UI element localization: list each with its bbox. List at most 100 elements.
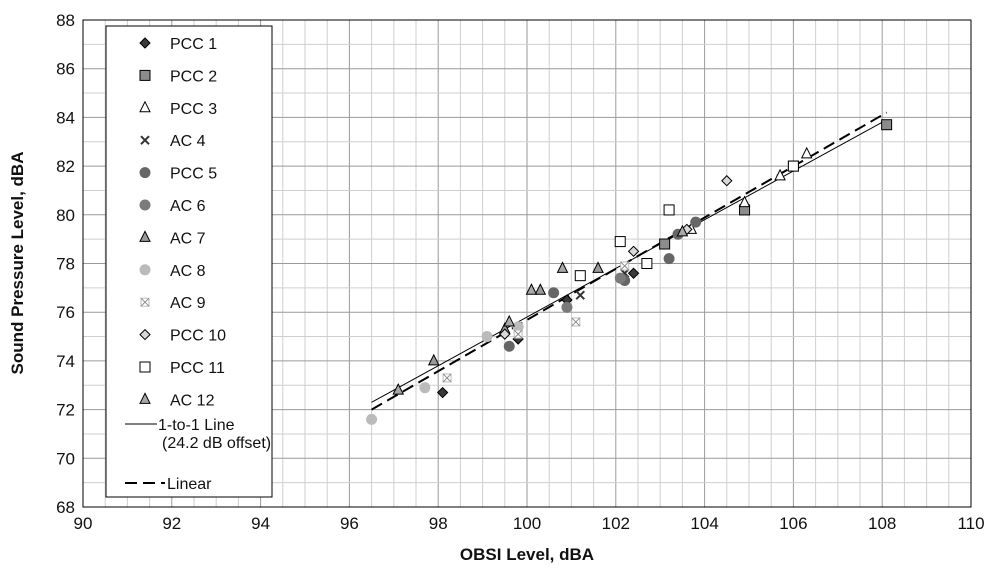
legend-label-one-to-one-offset: (24.2 dB offset) bbox=[162, 435, 271, 452]
data-point-ac-12 bbox=[392, 383, 405, 395]
x-tick-label: 96 bbox=[340, 514, 359, 533]
y-tick-label: 88 bbox=[56, 11, 75, 30]
data-points bbox=[366, 119, 893, 425]
x-tick-label: 94 bbox=[251, 514, 270, 533]
data-point-ac-7 bbox=[592, 261, 604, 273]
x-tick-label: 98 bbox=[429, 514, 448, 533]
legend-marker-ac-9 bbox=[140, 297, 150, 307]
x-axis-title: OBSI Level, dBA bbox=[460, 545, 594, 564]
legend-marker-ac-6 bbox=[139, 199, 151, 211]
data-point-pcc-11 bbox=[641, 258, 653, 269]
plot-area-border bbox=[82, 19, 972, 508]
data-point-pcc-11 bbox=[663, 204, 675, 216]
legend-label-pcc-1: PCC 1 bbox=[170, 36, 217, 53]
data-point-ac-9 bbox=[571, 317, 581, 327]
data-point-pcc-10 bbox=[721, 175, 733, 187]
data-point-ac-12 bbox=[503, 314, 516, 327]
data-point-ac-8 bbox=[366, 413, 378, 425]
legend-marker-ac-12 bbox=[139, 392, 151, 404]
y-tick-label: 84 bbox=[56, 108, 75, 127]
data-point-pcc-5 bbox=[663, 253, 675, 265]
data-point-ac-7 bbox=[427, 353, 440, 366]
legend-marker-ac-9-cross bbox=[140, 297, 150, 307]
legend-marker-ac-8 bbox=[139, 264, 151, 276]
legend-marker-pcc-5 bbox=[139, 167, 151, 179]
legend-label-linear: Linear bbox=[167, 476, 212, 493]
legend-label-pcc-5: PCC 5 bbox=[170, 166, 217, 183]
data-point-ac-9-cross bbox=[571, 317, 581, 327]
y-tick-label: 86 bbox=[56, 60, 75, 79]
legend-marker-pcc-11 bbox=[139, 361, 151, 373]
x-tick-label: 106 bbox=[779, 514, 807, 533]
legend-label-one-to-one-line: 1-to-1 Line bbox=[158, 417, 235, 434]
fit-lines bbox=[371, 111, 888, 411]
legend-label-ac-6: AC 6 bbox=[170, 198, 206, 215]
data-point-ac-9-cross bbox=[620, 261, 630, 271]
legend-marker-pcc-3 bbox=[139, 100, 151, 113]
legend-label-pcc-11: PCC 11 bbox=[170, 360, 225, 377]
data-point-pcc-3 bbox=[800, 146, 813, 159]
legend-label-pcc-10: PCC 10 bbox=[170, 328, 226, 345]
linear-fit-line bbox=[371, 111, 888, 411]
x-tick-label: 108 bbox=[868, 514, 896, 533]
y-tick-label: 72 bbox=[56, 401, 75, 420]
x-tick-label: 92 bbox=[162, 514, 181, 533]
legend-marker-ac-4 bbox=[140, 135, 150, 145]
x-tick-label: 100 bbox=[513, 514, 541, 533]
data-point-pcc-1 bbox=[627, 267, 640, 279]
data-point-pcc-1 bbox=[436, 386, 449, 399]
data-point-ac-9 bbox=[513, 329, 523, 339]
legend-label-ac-8: AC 8 bbox=[170, 263, 206, 280]
y-axis-tick-labels: 68 70 72 74 76 78 80 82 84 86 88 bbox=[56, 11, 75, 517]
data-point-ac-9-cross bbox=[442, 373, 452, 383]
data-point-pcc-11 bbox=[574, 270, 586, 282]
legend-label-ac-9: AC 9 bbox=[170, 295, 206, 312]
legend-marker-pcc-2 bbox=[139, 69, 151, 81]
y-tick-label: 68 bbox=[56, 498, 75, 517]
legend-marker-pcc-1 bbox=[139, 37, 151, 49]
data-point-ac-12 bbox=[556, 261, 569, 273]
data-point-ac-12 bbox=[676, 224, 689, 237]
data-point-pcc-5 bbox=[503, 340, 515, 352]
legend-box bbox=[105, 25, 273, 498]
data-point-ac-12 bbox=[525, 283, 538, 295]
data-point-ac-7 bbox=[534, 283, 547, 295]
x-axis-tick-labels: 90 92 94 96 98 100 102 104 106 108 110 bbox=[74, 514, 985, 533]
y-tick-label: 70 bbox=[56, 449, 75, 468]
legend-label-pcc-3: PCC 3 bbox=[170, 101, 217, 118]
data-point-ac-6 bbox=[614, 272, 626, 284]
data-point-pcc-10 bbox=[627, 245, 640, 258]
legend-label-pcc-2: PCC 2 bbox=[170, 68, 217, 85]
data-point-pcc-5 bbox=[548, 287, 560, 299]
data-point-ac-9-cross bbox=[513, 329, 523, 339]
data-point-pcc-2 bbox=[881, 119, 893, 131]
x-tick-label: 110 bbox=[957, 514, 984, 533]
y-tick-label: 78 bbox=[56, 255, 75, 274]
x-tick-label: 104 bbox=[690, 514, 718, 533]
data-point-pcc-2 bbox=[659, 238, 671, 250]
data-point-ac-6 bbox=[561, 301, 573, 313]
y-tick-label: 74 bbox=[56, 352, 75, 371]
legend-marker-pcc-10 bbox=[139, 328, 151, 341]
data-point-pcc-10 bbox=[499, 328, 511, 340]
data-point-pcc-3 bbox=[774, 168, 786, 181]
legend-marker-ac-7 bbox=[139, 230, 151, 242]
data-point-ac-4 bbox=[575, 290, 585, 300]
y-axis-title: Sound Pressure Level, dBA bbox=[8, 152, 27, 375]
data-point-pcc-11 bbox=[614, 236, 626, 248]
legend-label-ac-7: AC 7 bbox=[170, 230, 206, 247]
data-point-ac-8 bbox=[419, 382, 431, 394]
data-point-pcc-11 bbox=[787, 160, 799, 172]
y-tick-label: 82 bbox=[56, 157, 75, 176]
data-point-ac-8 bbox=[481, 331, 493, 343]
legend-label-ac-12: AC 12 bbox=[170, 392, 215, 409]
x-tick-label: 102 bbox=[602, 514, 630, 533]
legend: PCC 1 PCC 2 PCC 3 AC 4 PCC 5 AC 6 AC 7 AC 8 AC 9… bbox=[105, 25, 273, 498]
data-point-pcc-5 bbox=[690, 216, 702, 228]
data-point-ac-9 bbox=[442, 373, 452, 383]
data-point-ac-9 bbox=[620, 261, 630, 271]
y-tick-label: 76 bbox=[56, 303, 75, 322]
data-point-pcc-3 bbox=[738, 195, 751, 208]
legend-label-ac-4: AC 4 bbox=[170, 133, 206, 150]
